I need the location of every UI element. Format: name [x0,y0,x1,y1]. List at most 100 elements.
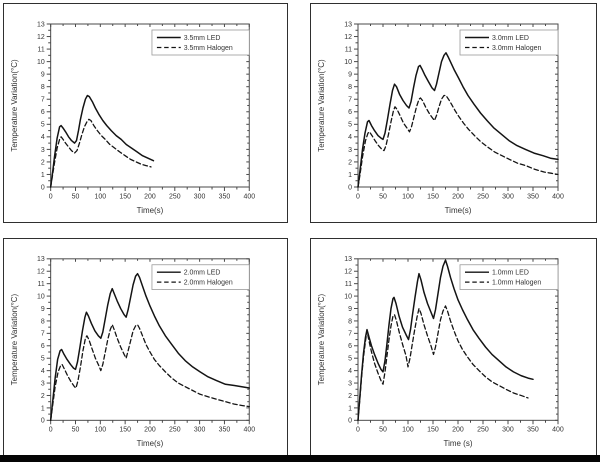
y-tick-label: 9 [348,306,352,313]
x-tick-label: 150 [119,427,131,434]
y-tick-label: 7 [348,97,352,104]
x-tick-label: 100 [402,194,414,201]
x-tick-label: 200 [144,193,156,200]
y-tick-label: 6 [41,109,45,116]
legend-label: 3.5mm LED [184,35,221,42]
y-tick-label: 0 [41,418,45,425]
x-tick-label: 100 [402,427,414,434]
x-axis-label: Time(s) [137,439,164,448]
legend-label: 3.0mm LED [492,35,529,42]
x-tick-label: 0 [356,194,360,201]
y-tick-label: 0 [348,184,352,191]
y-tick-label: 11 [345,46,352,53]
chart-svg: 0 50 100 150 200 250 300 350 4000123456789101112… [10,256,255,448]
y-tick-label: 7 [41,331,45,338]
legend-label: 1.0mm LED [492,270,529,277]
y-tick-label: 10 [344,59,352,66]
x-tick-label: 250 [477,427,489,434]
y-axis-label: Temperature Variation(°C) [10,294,19,386]
legend-box [151,29,250,56]
legend-label: 2.0mm Halogen [184,279,233,286]
x-tick-label: 250 [477,194,489,201]
chart-svg: 0 50 100 150 200 250 300 350 4000123456789101112… [10,21,255,215]
chart-panel-bottom-right: 0 50 100 150 200 250 300 350 400 0 1 2 3 4 5 6 7 8 9 10 11 12… [310,238,597,456]
y-tick-label: 12 [37,269,45,276]
series-line-halogen [50,118,152,188]
series-line-led [357,52,559,188]
y-tick-label: 3 [41,147,45,154]
x-tick-label: 350 [527,194,539,201]
x-tick-label: 400 [552,427,564,434]
y-tick-label: 6 [41,343,45,350]
x-axis-label: Time (s) [443,439,472,448]
y-tick-label: 7 [348,331,352,338]
y-axis-label: Temperature Variation(°C) [10,59,19,152]
y-tick-label: 2 [41,159,45,166]
series-line-led [49,272,251,422]
bottom-border-bar [0,455,600,462]
y-tick-label: 5 [348,122,352,129]
x-tick-label: 350 [219,193,231,200]
x-tick-label: 0 [356,427,360,434]
y-tick-label: 10 [37,59,45,66]
y-tick-label: 0 [348,418,352,425]
y-tick-label: 3 [348,380,352,387]
x-tick-label: 200 [452,427,464,434]
y-tick-label: 11 [345,281,352,288]
y-tick-label: 8 [41,84,45,91]
y-tick-label: 5 [41,122,45,129]
x-tick-label: 300 [502,194,514,201]
y-tick-label: 13 [37,21,45,28]
y-tick-label: 0 [41,184,45,191]
y-tick-label: 1 [41,405,45,412]
chart-panel-bottom-left: 0 50 100 150 200 250 300 350 400 0 1 2 3 4 5 6 7 8 9 10 11 12… [3,238,288,456]
x-tick-label: 0 [49,427,53,434]
y-tick-label: 3 [348,147,352,154]
y-tick-label: 10 [37,293,45,300]
x-tick-label: 250 [169,427,181,434]
legend-label: 2.0mm LED [184,270,221,277]
x-tick-label: 50 [379,194,387,201]
y-tick-label: 1 [41,172,45,179]
series-line-led [357,259,534,422]
y-tick-label: 13 [37,256,45,263]
y-tick-label: 9 [41,72,45,79]
y-tick-label: 13 [344,256,352,263]
x-tick-label: 50 [379,427,387,434]
x-tick-label: 350 [219,427,231,434]
legend-label: 3.5mm Halogen [184,45,233,52]
legend-label: 3.0mm Halogen [492,45,542,52]
x-tick-label: 400 [552,194,564,201]
y-tick-label: 13 [344,21,352,28]
y-tick-label: 6 [348,343,352,350]
y-tick-label: 12 [344,34,352,41]
x-tick-label: 200 [452,194,464,201]
y-tick-label: 6 [348,109,352,116]
x-axis-label: Time(s) [137,206,164,215]
legend-box [151,264,250,290]
x-tick-label: 200 [144,427,156,434]
y-tick-label: 5 [348,356,352,363]
y-tick-label: 2 [348,393,352,400]
y-tick-label: 1 [348,405,352,412]
y-tick-label: 3 [41,380,45,387]
y-tick-label: 7 [41,97,45,104]
chart-panel-top-left: 0 50 100 150 200 250 300 350 400 0 1 2 3 4 5 6 7 8 9 10 11 12… [3,3,288,223]
x-tick-label: 400 [243,193,255,200]
y-axis-label: Temperature Variation(°C) [317,59,326,152]
y-tick-label: 9 [41,306,45,313]
y-tick-label: 8 [348,318,352,325]
y-axis-label: Temperature Variation(°C) [317,294,326,386]
chart-panel-top-right: 0 50 100 150 200 250 300 350 400 0 1 2 3 4 5 6 7 8 9 10 11 12… [310,3,597,223]
y-tick-label: 11 [38,46,45,53]
legend-box [459,29,559,56]
y-tick-label: 8 [348,84,352,91]
y-tick-label: 1 [348,172,352,179]
x-tick-label: 300 [194,193,206,200]
legend-label: 1.0mm Halogen [492,280,541,287]
y-tick-label: 4 [348,368,352,375]
chart-svg: 0 50 100 150 200 250 300 350 4000123456789101112… [317,256,564,448]
legend-box [459,264,559,290]
series-line-halogen [357,305,529,421]
y-tick-label: 5 [41,356,45,363]
